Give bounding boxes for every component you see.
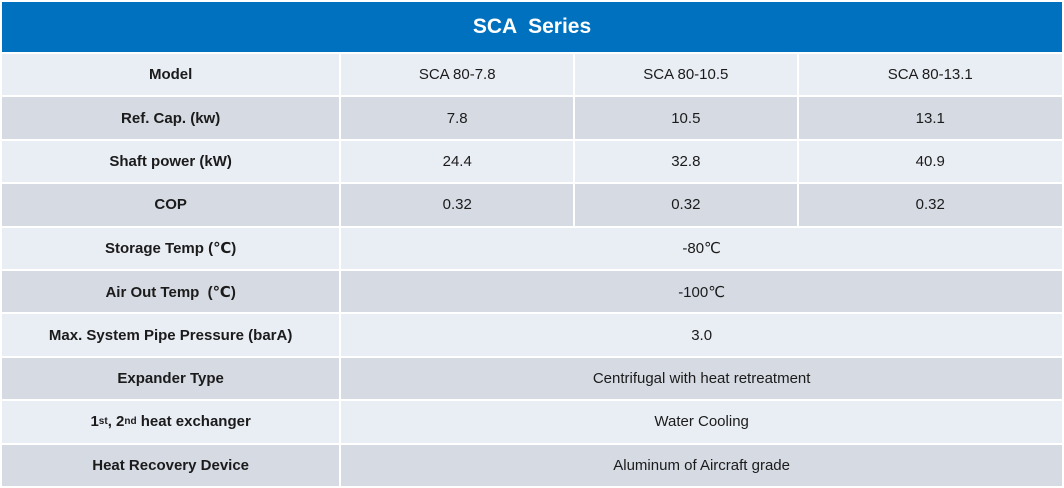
cell-model-1: SCA 80-7.8 [341,54,574,96]
heat-exchanger-label-part: , 2 [107,413,125,431]
cell-shaft-power-1: 24.4 [341,140,574,183]
cell-max-pipe-pressure: 3.0 [341,314,1062,356]
cell-heat-exchanger: Water Cooling [341,401,1062,443]
cell-expander-type: Centrifugal with heat retreatment [341,357,1062,400]
cell-cop-1: 0.32 [341,184,574,226]
heat-exchanger-label-part: 1 [90,413,99,431]
cell-model-3: SCA 80-13.1 [798,54,1062,96]
row-label-cop: COP [2,184,340,226]
table-title: SCA Series [2,2,1062,52]
cell-shaft-power-3: 40.9 [798,140,1062,183]
heat-exchanger-label-part: heat exchanger [136,413,251,431]
row-label-heat-recovery: Heat Recovery Device [2,444,340,486]
cell-ref-cap-3: 13.1 [798,97,1062,139]
cell-heat-recovery: Aluminum of Aircraft grade [341,444,1062,486]
cell-storage-temp: -80℃ [341,227,1062,269]
cell-shaft-power-2: 32.8 [575,140,797,183]
row-label-max-pipe-pressure: Max. System Pipe Pressure (barA) [2,314,340,356]
table-body: Model SCA 80-7.8 SCA 80-10.5 SCA 80-13.1… [2,54,1062,486]
row-label-air-out-temp: Air Out Temp (℃) [2,271,340,313]
cell-cop-3: 0.32 [798,184,1062,226]
cell-air-out-temp: -100℃ [341,271,1062,313]
cell-ref-cap-1: 7.8 [341,97,574,139]
row-label-storage-temp: Storage Temp (℃) [2,227,340,269]
cell-ref-cap-2: 10.5 [575,97,797,139]
row-label-shaft-power: Shaft power (kW) [2,140,340,183]
row-label-model: Model [2,54,340,96]
cell-cop-2: 0.32 [575,184,797,226]
row-label-expander-type: Expander Type [2,357,340,400]
cell-model-2: SCA 80-10.5 [575,54,797,96]
row-label-ref-cap: Ref. Cap. (kw) [2,97,340,139]
